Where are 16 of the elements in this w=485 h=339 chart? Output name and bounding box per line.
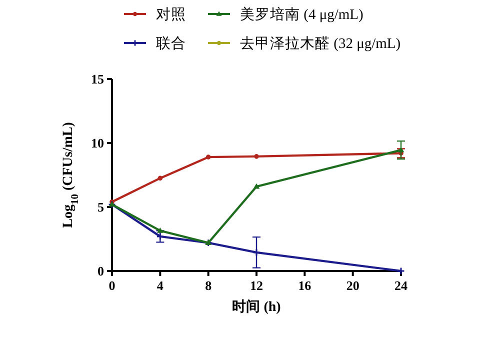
legend-label: 去甲泽拉木醛 (32 μg/mL) bbox=[240, 35, 401, 52]
legend-label: 联合 bbox=[156, 35, 186, 52]
x-tick-label: 12 bbox=[250, 278, 263, 293]
x-tick-label: 8 bbox=[205, 278, 212, 293]
x-tick-label: 20 bbox=[346, 278, 360, 293]
x-tick-label: 0 bbox=[108, 278, 116, 293]
y-tick-label: 15 bbox=[91, 72, 104, 86]
y-tick-label: 0 bbox=[98, 264, 104, 278]
y-tick-label: 5 bbox=[98, 200, 104, 214]
y-tick-label: 10 bbox=[91, 136, 104, 150]
x-tick-label: 4 bbox=[156, 278, 164, 293]
legend-label: 对照 bbox=[156, 6, 186, 23]
legend-label: 美罗培南 (4 μg/mL) bbox=[240, 6, 364, 23]
x-axis-title: 时间 (h) bbox=[232, 299, 282, 315]
x-tick-label: 24 bbox=[394, 278, 408, 293]
x-tick-label: 16 bbox=[298, 278, 312, 293]
